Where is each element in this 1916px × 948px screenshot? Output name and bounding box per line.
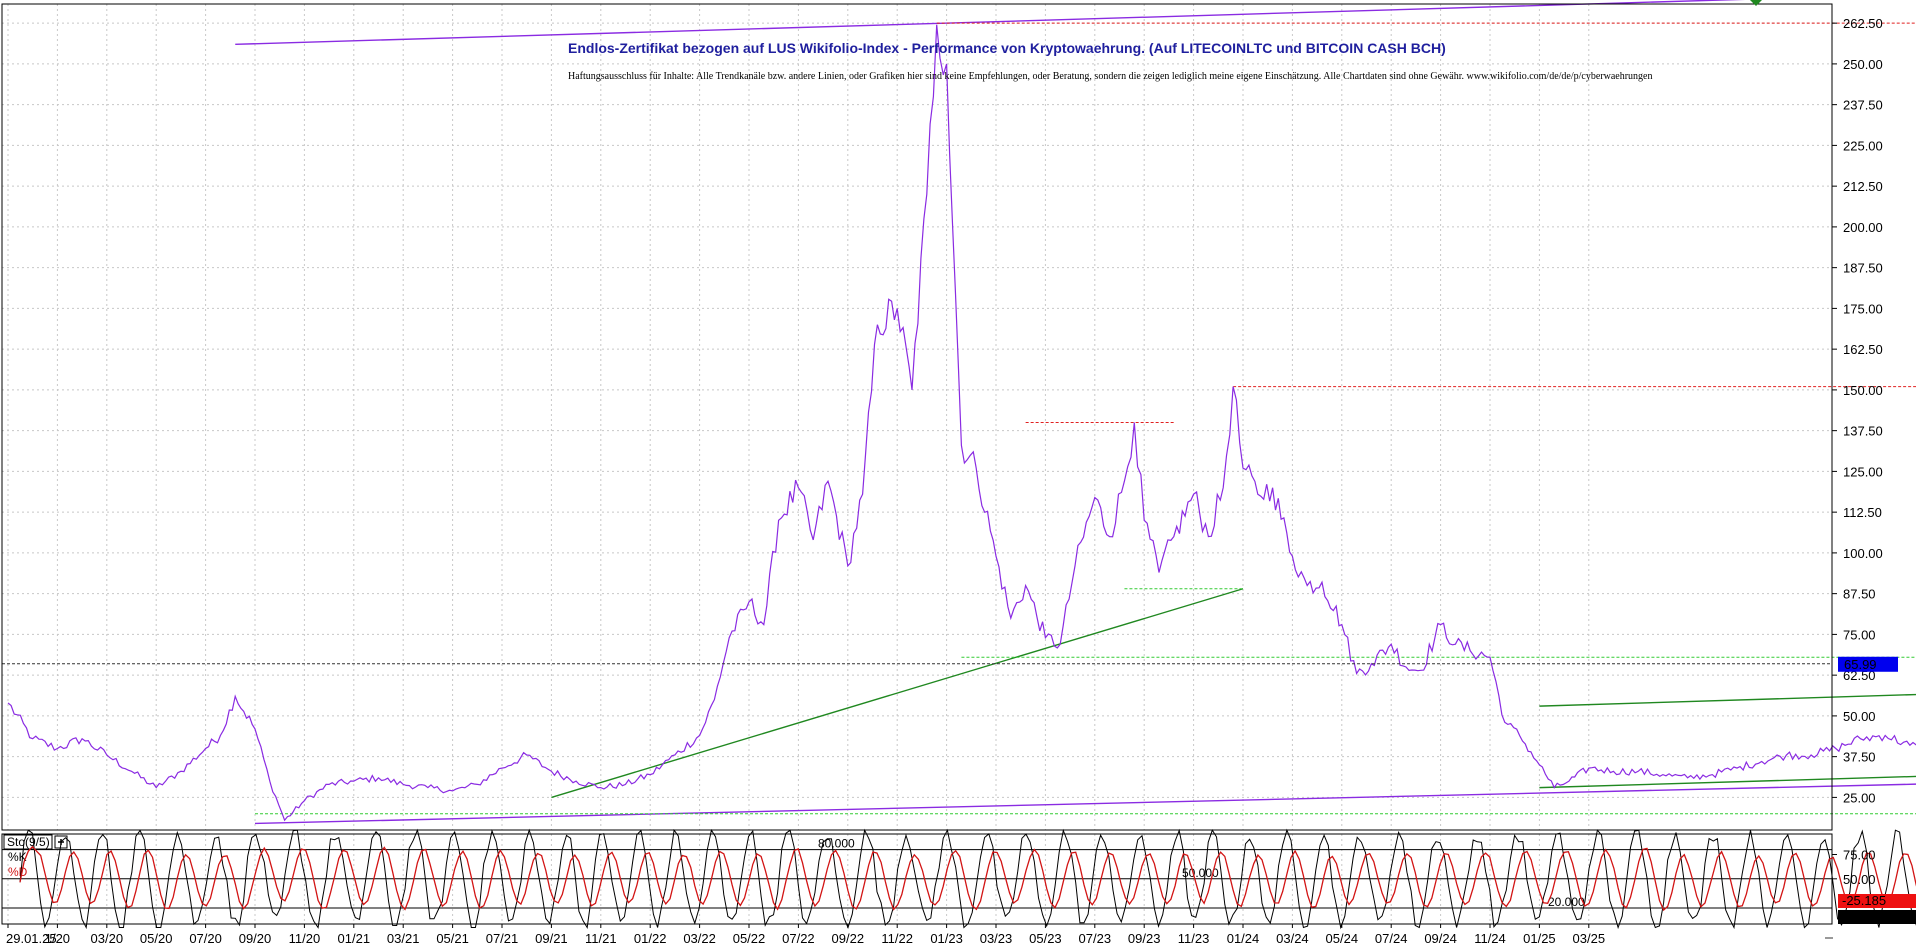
- x-tick-label: 05/24: [1326, 931, 1359, 946]
- y-tick-label: 25.00: [1843, 790, 1876, 805]
- main-annotations: [235, 0, 1916, 825]
- x-tick-label: 03/22: [683, 931, 716, 946]
- stochastic-d-line: [19, 845, 1916, 912]
- x-tick-label: 11/24: [1474, 931, 1506, 946]
- x-tick-label: 07/22: [782, 931, 815, 946]
- x-tick-label: 05/21: [436, 931, 469, 946]
- x-tick-label: 03/20: [91, 931, 124, 946]
- corner-marker-icon: [1750, 0, 1762, 6]
- y-tick-label: 75.00: [1843, 627, 1876, 642]
- x-tick-label: 05/22: [733, 931, 766, 946]
- main-frame: [1, 3, 1833, 925]
- x-tick-label: 01/23: [930, 931, 963, 946]
- d-value-badge: -15.316: [1838, 909, 1916, 924]
- last-price-badge-bg: [1838, 656, 1898, 672]
- sto-y-tick-label: 75.00: [1843, 847, 1876, 862]
- x-tick-label: 03/25: [1573, 931, 1606, 946]
- y-tick-label: 162.50: [1843, 342, 1883, 357]
- x-tick-label: 01/25: [1523, 931, 1556, 946]
- x-tick-label: 09/20: [239, 931, 272, 946]
- support-line-line: [254, 783, 1916, 825]
- x-tick-label: 11/22: [881, 931, 913, 946]
- x-tick-label: 09/23: [1128, 931, 1161, 946]
- y-tick-label: 125.00: [1843, 464, 1883, 479]
- x-tick-label: 05/20: [140, 931, 173, 946]
- x-tick-label: 03/21: [387, 931, 420, 946]
- y-tick-label: 50.00: [1843, 709, 1876, 724]
- x-tick-label: 29.01.25: [6, 931, 57, 946]
- d-value-label: -15.316: [1842, 909, 1886, 924]
- sto-level-label: 20.000: [1548, 895, 1585, 909]
- trend-line-line: [551, 588, 1244, 799]
- x-tick-label: 11/21: [585, 931, 617, 946]
- y-tick-label: 237.50: [1843, 98, 1883, 113]
- x-tick-label: 09/22: [832, 931, 865, 946]
- y-tick-label: 212.50: [1843, 179, 1883, 194]
- chart-title: Endlos-Zertifikat bezogen auf LUS Wikifo…: [568, 40, 1446, 56]
- price-y-axis: 25.00 37.50 50.00 62.50 75.00 87.50 100.00 112.…: [1832, 16, 1883, 805]
- sto-y-tick-label: 50.00: [1843, 872, 1876, 887]
- x-tick-label: 1/20: [45, 931, 70, 946]
- k-value-label: -25.185: [1842, 893, 1886, 908]
- time-x-axis: 29.01.251/20 03/20 05/20 07/20 09/20 11/20 01/…: [6, 924, 1605, 946]
- sto-level-label: 50.000: [1182, 866, 1219, 880]
- x-tick-label: 01/22: [634, 931, 667, 946]
- sto-level-label: 80.000: [818, 837, 855, 851]
- x-tick-label: 01/24: [1227, 931, 1260, 946]
- x-tick-label: 11/23: [1178, 931, 1210, 946]
- y-tick-label: 37.50: [1843, 750, 1876, 765]
- y-tick-label: 200.00: [1843, 220, 1883, 235]
- y-tick-label: 175.00: [1843, 301, 1883, 316]
- last-price-badge: 65.99: [1838, 656, 1898, 672]
- top-line-line: [235, 0, 1746, 46]
- k-value-badge: -25.185: [1838, 893, 1916, 908]
- price-series-line: [7, 24, 1916, 822]
- y-tick-label: 262.50: [1843, 16, 1883, 31]
- stochastic-title: Sto(9/5): [7, 835, 50, 849]
- y-tick-label: 187.50: [1843, 261, 1883, 276]
- x-tick-label: 11/20: [289, 931, 321, 946]
- y-tick-label: 62.50: [1843, 668, 1876, 683]
- y-tick-label: 150.00: [1843, 383, 1883, 398]
- legend-d: %D: [8, 865, 28, 879]
- y-tick-label: 100.00: [1843, 546, 1883, 561]
- y-tick-label: 137.50: [1843, 424, 1883, 439]
- x-tick-label: 03/24: [1276, 931, 1309, 946]
- x-tick-label: 09/21: [535, 931, 568, 946]
- y-tick-label: 225.00: [1843, 138, 1883, 153]
- x-tick-label: 09/24: [1424, 931, 1457, 946]
- stochastic-k-line: [19, 828, 1916, 930]
- x-tick-label: 07/23: [1079, 931, 1112, 946]
- last-price-badge-label: 65.99: [1844, 657, 1877, 672]
- stochastic-y-axis: 75.00 50.00: [1832, 847, 1876, 887]
- stochastic-label-box[interactable]: Sto(9/5): [3, 834, 53, 850]
- channel-lower-line: [1539, 775, 1916, 789]
- chart-subtitle: Haftungsausschluss für Inhalte: Alle Tre…: [568, 71, 1653, 82]
- x-tick-label: 01/21: [338, 931, 371, 946]
- x-tick-label: 07/21: [486, 931, 519, 946]
- y-tick-label: 87.50: [1843, 587, 1876, 602]
- x-tick-label: 05/23: [1029, 931, 1062, 946]
- y-tick-label: 112.50: [1843, 505, 1882, 520]
- x-tick-label: 07/24: [1375, 931, 1408, 946]
- x-tick-label: 03/23: [980, 931, 1013, 946]
- x-tick-label: 07/20: [189, 931, 222, 946]
- y-tick-label: 250.00: [1843, 57, 1883, 72]
- channel-upper-line: [1539, 693, 1916, 707]
- main-grid: [2, 4, 1832, 924]
